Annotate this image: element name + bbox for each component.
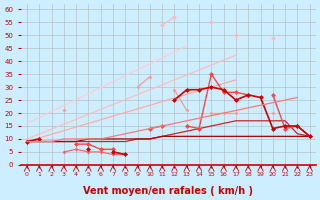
X-axis label: Vent moyen/en rafales ( km/h ): Vent moyen/en rafales ( km/h ) bbox=[83, 186, 253, 196]
